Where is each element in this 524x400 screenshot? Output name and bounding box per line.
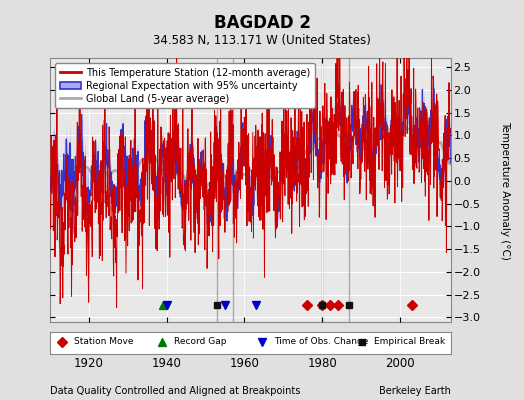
Text: 1980: 1980 (308, 357, 337, 370)
Text: Record Gap: Record Gap (174, 338, 226, 346)
Text: Time of Obs. Change: Time of Obs. Change (274, 338, 369, 346)
Text: Berkeley Earth: Berkeley Earth (379, 386, 451, 396)
Y-axis label: Temperature Anomaly (°C): Temperature Anomaly (°C) (500, 120, 510, 260)
Text: Station Move: Station Move (74, 338, 133, 346)
Text: BAGDAD 2: BAGDAD 2 (213, 14, 311, 32)
Text: 1920: 1920 (74, 357, 104, 370)
Text: 1940: 1940 (151, 357, 181, 370)
Legend: This Temperature Station (12-month average), Regional Expectation with 95% uncer: This Temperature Station (12-month avera… (54, 63, 315, 108)
Text: 1960: 1960 (230, 357, 259, 370)
Text: Empirical Break: Empirical Break (375, 338, 445, 346)
Text: Data Quality Controlled and Aligned at Breakpoints: Data Quality Controlled and Aligned at B… (50, 386, 300, 396)
Text: 34.583 N, 113.171 W (United States): 34.583 N, 113.171 W (United States) (153, 34, 371, 47)
Text: 2000: 2000 (385, 357, 415, 370)
